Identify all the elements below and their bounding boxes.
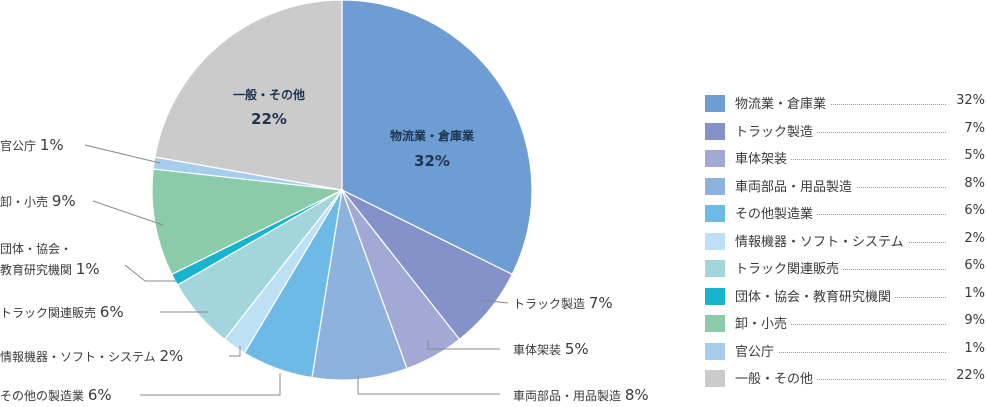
leader-line-6 bbox=[124, 264, 176, 282]
legend-item-1: トラック製造 7% bbox=[705, 120, 986, 148]
callout-label-6-a: 団体・協会・ bbox=[0, 241, 72, 256]
callout-value-8: 1% bbox=[40, 136, 64, 154]
legend-swatch bbox=[705, 122, 725, 140]
legend-item-8: 卸・小売 9% bbox=[705, 312, 986, 340]
legend-label: 車体架装 bbox=[735, 148, 792, 167]
callout-label-8: 官公庁 1% bbox=[0, 136, 64, 154]
legend-swatch bbox=[705, 95, 725, 112]
leader-line-0 bbox=[479, 299, 509, 304]
legend-item-3: 車両部品・用品製造 8% bbox=[705, 175, 986, 203]
leader-line-7 bbox=[92, 200, 164, 226]
pie-slice-10 bbox=[154, 0, 343, 191]
legend-dotted-leader bbox=[735, 214, 946, 215]
legend-dotted-leader bbox=[735, 379, 946, 380]
legend-value: 7% bbox=[960, 120, 985, 136]
legend-label: トラック関連販売 bbox=[735, 258, 844, 277]
callout-label-3: その他の製造業 6% bbox=[0, 386, 112, 404]
legend-dotted-leader bbox=[735, 159, 946, 160]
leader-line-8 bbox=[84, 144, 161, 164]
legend-label: 官公庁 bbox=[735, 340, 779, 360]
callout-label-7: 卸・小売 9% bbox=[0, 192, 76, 210]
legend-dotted-leader bbox=[735, 131, 946, 133]
legend-value: 9% bbox=[960, 313, 985, 328]
legend: 物流業・倉庫業 32% トラック製造 7% 車体架装 5% 車両部品・用品製造 8% その他製造… bbox=[705, 92, 986, 395]
leader-line-4 bbox=[229, 346, 241, 357]
legend-item-0: 物流業・倉庫業 32% bbox=[705, 92, 986, 120]
legend-value: 8% bbox=[960, 175, 985, 191]
legend-dotted-leader bbox=[735, 324, 946, 325]
callout-value-0: 7% bbox=[589, 294, 613, 312]
pie-chart: 物流業・倉庫業 32% 一般・その他 22% トラック製造 7% 車体架装 5% 車両部品・… bbox=[0, 0, 649, 404]
legend-item-5: 情報機器・ソフト・システム 2% bbox=[705, 230, 986, 258]
leader-line-2 bbox=[357, 376, 500, 395]
pie-slice-3 bbox=[311, 187, 408, 381]
legend-label: 卸・小売 bbox=[735, 313, 792, 332]
legend-swatch bbox=[705, 177, 725, 195]
legend-item-6: トラック関連販売 6% bbox=[705, 257, 986, 285]
legend-value: 1% bbox=[960, 340, 985, 356]
legend-value: 1% bbox=[960, 285, 985, 301]
legend-swatch bbox=[705, 232, 725, 250]
legend-swatch bbox=[705, 205, 725, 222]
callout-value-6: 1% bbox=[76, 260, 100, 278]
legend-value: 5% bbox=[960, 148, 985, 163]
legend-value: 32% bbox=[952, 93, 985, 108]
callout-value-1: 5% bbox=[565, 340, 589, 358]
legend-swatch bbox=[705, 287, 725, 305]
callout-value-2: 8% bbox=[625, 386, 649, 404]
callout-label-0: トラック製造 7% bbox=[513, 294, 613, 312]
legend-value: 2% bbox=[960, 230, 985, 246]
legend-label: 情報機器・ソフト・システム bbox=[735, 230, 908, 250]
legend-label: トラック製造 bbox=[735, 120, 818, 140]
callout-value-7: 9% bbox=[52, 192, 76, 210]
inside-value-1: 22% bbox=[251, 110, 287, 128]
legend-item-7: 団体・協会・教育研究機関 1% bbox=[705, 285, 986, 313]
legend-dotted-leader bbox=[735, 104, 946, 105]
callout-value-3: 6% bbox=[88, 386, 112, 404]
legend-label: 団体・協会・教育研究機関 bbox=[735, 285, 896, 305]
callout-label-1: 車体架装 5% bbox=[513, 340, 589, 358]
callout-label-2: 車両部品・用品製造 8% bbox=[513, 386, 649, 404]
inside-label-1: 一般・その他 bbox=[233, 87, 305, 102]
legend-swatch bbox=[705, 342, 725, 360]
callout-label-4: 情報機器・ソフト・システム 2% bbox=[0, 347, 183, 365]
legend-swatch bbox=[705, 150, 725, 167]
legend-item-2: 車体架装 5% bbox=[705, 147, 986, 175]
legend-value: 6% bbox=[960, 203, 985, 218]
legend-value: 6% bbox=[960, 258, 985, 273]
legend-label: 一般・その他 bbox=[735, 368, 818, 387]
legend-label: その他製造業 bbox=[735, 203, 818, 222]
pie-slice-0 bbox=[341, 0, 533, 276]
legend-item-10: 一般・その他 22% bbox=[705, 367, 986, 395]
leader-line-3 bbox=[140, 373, 281, 396]
callout-label-6: 教育研究機関 1% bbox=[0, 260, 100, 278]
legend-item-9: 官公庁 1% bbox=[705, 340, 986, 368]
callout-value-5: 6% bbox=[100, 303, 124, 321]
callout-value-4: 2% bbox=[159, 347, 183, 365]
legend-item-4: その他製造業 6% bbox=[705, 202, 986, 230]
legend-value: 22% bbox=[952, 368, 985, 383]
inside-value-0: 32% bbox=[414, 152, 450, 170]
leader-line-1 bbox=[427, 340, 500, 350]
legend-dotted-leader bbox=[735, 351, 946, 353]
legend-swatch bbox=[705, 260, 725, 277]
legend-label: 車両部品・用品製造 bbox=[735, 175, 857, 195]
legend-label: 物流業・倉庫業 bbox=[735, 93, 831, 112]
callout-label-5: トラック関連販売 6% bbox=[0, 303, 124, 321]
legend-swatch bbox=[705, 370, 725, 387]
legend-swatch bbox=[705, 315, 725, 332]
pie-slice-8 bbox=[151, 168, 345, 276]
inside-label-0: 物流業・倉庫業 bbox=[390, 128, 475, 143]
